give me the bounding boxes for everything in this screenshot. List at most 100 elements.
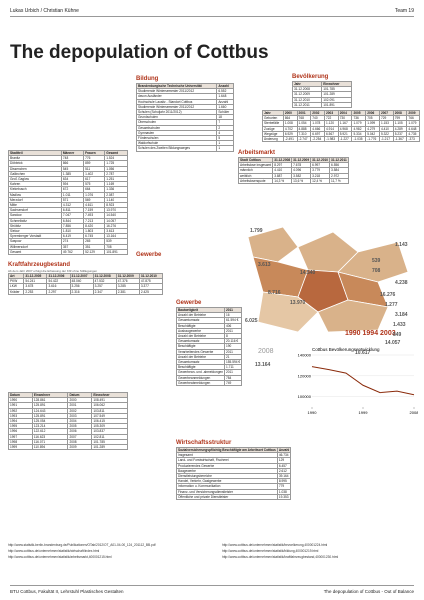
population-line <box>311 366 415 396</box>
header-row: Sozialversicherungspflichtig Beschäftigt… <box>176 446 292 454</box>
table-block: Kraftfahrzeugbestand Ab dem Jahr 2007 erf… <box>7 262 164 295</box>
cell: Schulen (Schuljahr 2011/2012) <box>135 108 218 116</box>
cell: 155.594 € <box>224 359 243 366</box>
column-header: 31.12.2010 <box>310 156 331 164</box>
cell: Sterbefälle <box>262 120 284 127</box>
cell: 4.648 <box>406 125 420 132</box>
section-heading: Bildung <box>136 76 159 82</box>
cell: -1.367 <box>392 135 408 143</box>
map-label: 10.617 <box>355 350 371 356</box>
column-header: Anzahl <box>276 446 292 454</box>
row: Gewerbean- und -abmeldungen 2011 <box>175 369 243 376</box>
rule <box>10 16 414 17</box>
y-tick-label: 140000 <box>298 353 312 358</box>
authors: Lukas Urbich / Christian Kühne <box>10 8 79 14</box>
source-link: http://www.cottbus.de/unternehmen/statis… <box>222 549 319 553</box>
map-label: 1.799 <box>250 228 263 234</box>
table-block: Jahr 2000 2001 2002 2003 2004 2005 2006 2007 2008… <box>262 109 420 143</box>
table-block: Bevölkerung Jahr Einwohner 31.12.2008 101.78… <box>291 74 352 109</box>
map-label: 4.238 <box>395 280 408 286</box>
row: Studierende Wintersemester 2011/2012 6.55… <box>135 88 234 95</box>
team: Team 19 <box>394 8 414 14</box>
cell: 1999 <box>8 444 33 451</box>
cell: 2.347 <box>92 288 117 295</box>
cell: Geburten <box>262 115 284 122</box>
row: Arbeitslosenquote 14,3 % 13,6 % 12,4 % 11,7 … <box>237 177 349 185</box>
row: Geburten 864 768 740 722 730 736 705 729 799 766 <box>262 115 420 122</box>
map-label: 14.057 <box>385 340 401 346</box>
cell: Schüler <box>216 108 234 116</box>
cell: Gewerbeabmeldungen <box>175 379 226 387</box>
cell: Gesamt <box>8 248 62 256</box>
cell: Öffentliche und private Dienstleister <box>176 493 278 501</box>
cell: -1.776 <box>365 135 380 143</box>
cell: Wegzüge <box>262 130 284 138</box>
cell: 31.12.2009 <box>291 91 323 98</box>
cell: 49.762 <box>60 248 85 256</box>
column-header: Sozialversicherungspflichtig Beschäftigt… <box>176 446 278 454</box>
cell: Studierende Wintersemester 2011/2012 <box>135 103 218 111</box>
cell: 12,4 % <box>310 177 331 185</box>
footer-left: BTU Cottbus, Fakultät II, Lehrstuhl Plas… <box>10 589 124 594</box>
column-header: 2008 <box>392 109 408 117</box>
title: The depopulation of Cottbus <box>10 42 269 63</box>
cell: 31.12.2010 <box>291 96 323 103</box>
row: Kräder 2.253 2.297 2.316 2.347 2.381 2.425 <box>7 288 164 295</box>
row: Schulen des Zweiten Bildungsweges 1 <box>135 145 234 152</box>
cell: 2.297 <box>46 288 71 295</box>
table-block: Arbeitsmarkt Stadt Cottbus 31.12.2008 31.12… <box>237 150 349 185</box>
cell: 101.289 <box>91 444 128 451</box>
cell: Gewerbean- und -abmeldungen <box>175 369 226 376</box>
cell: 101.891 <box>104 248 128 256</box>
cell: 6.457 <box>276 462 292 469</box>
row: Anzahl der Betriebe 16 <box>175 312 243 319</box>
district-map <box>247 226 409 333</box>
cell: 1.105 <box>392 120 408 127</box>
cell: -2.491 <box>282 135 298 143</box>
cell: 39.164 <box>276 472 292 480</box>
map-year: 2008 <box>258 348 274 355</box>
cell: 1.648 <box>216 93 234 100</box>
row: Dissenchen 545 511 1.056 <box>8 165 128 172</box>
section-heading: Gewerbe <box>136 252 162 258</box>
cell: 6.552 <box>216 88 234 95</box>
row: Groß Gaglow 634 617 1.251 <box>8 175 128 183</box>
footer-right: The depopulation of Cottbus - Out of Bal… <box>323 589 414 594</box>
row: Verarbeitendes Gewerbe 2011 <box>175 348 243 355</box>
column-header: 31.12.2008 <box>92 272 117 280</box>
cell: 8.995 <box>276 478 292 485</box>
cell: 52.129 <box>83 248 106 256</box>
cell: 46.734 <box>276 452 292 459</box>
map-label: 1.143 <box>395 242 408 248</box>
district <box>257 291 319 333</box>
column-header: 31.12.2011 <box>329 156 349 164</box>
header-row: Stadt Cottbus 31.12.2008 31.12.2009 31.12.2… <box>237 156 349 164</box>
column-header: 31.12.2007 <box>69 272 94 280</box>
table-block: Datum Einwohner Datum Einwohner 1990 128.861 2… <box>8 391 128 451</box>
rule <box>10 585 414 586</box>
cell: 13,6 % <box>291 177 312 185</box>
district <box>247 226 299 263</box>
map-label: 849 <box>393 332 402 338</box>
cell: 3.779 <box>310 167 331 174</box>
table: Jahr 2000 2001 2002 2003 2004 2005 2006 2007 2008… <box>262 109 420 143</box>
cell: 19.353 <box>276 493 292 501</box>
map-label: 1.277 <box>385 302 398 308</box>
cell: 6.556 <box>329 162 349 169</box>
cell: Arbeitslose insgesamt <box>237 162 274 169</box>
district <box>317 299 389 333</box>
map-label: 708 <box>372 268 381 274</box>
row: Hochschule Lausitz - Standort Cottbus Anz… <box>135 98 234 105</box>
cell: 2.972 <box>329 172 349 179</box>
map-label: 8.716 <box>268 290 281 296</box>
table: Datum Einwohner Datum Einwohner 1990 128.861 2… <box>8 391 128 451</box>
cell: 11,7 % <box>329 177 349 185</box>
map-districts <box>247 226 409 333</box>
cell: 3.584 <box>329 167 349 174</box>
source-link: http://www.cottbus.de/unternehmen/statis… <box>8 549 100 553</box>
row: Öffentliche und private Dienstleister 19.… <box>176 493 292 501</box>
table: Jahr Einwohner 31.12.2008 101.785 31.12.2009… <box>291 80 352 109</box>
row: Zuzüge 4.702 4.888 4.666 4.914 4.968 4.982 4.27… <box>262 125 420 132</box>
map-label: 13.970 <box>290 300 306 306</box>
